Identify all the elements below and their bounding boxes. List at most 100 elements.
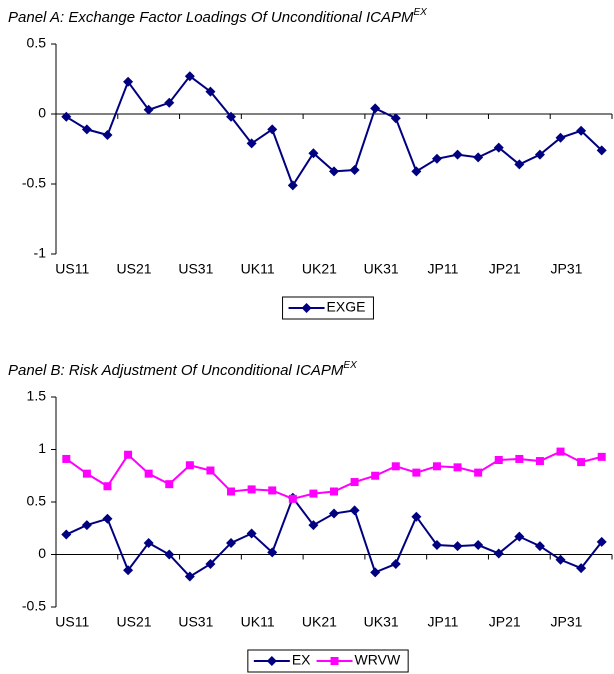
marker	[597, 452, 606, 461]
marker	[143, 537, 154, 548]
marker	[123, 76, 134, 87]
marker	[370, 567, 381, 578]
x-tick-label: UK31	[364, 614, 399, 630]
marker	[390, 113, 401, 124]
title-superscript: EX	[414, 7, 428, 18]
marker	[576, 125, 587, 136]
marker	[103, 482, 112, 491]
marker	[349, 165, 360, 175]
marker	[123, 565, 134, 576]
marker	[576, 563, 587, 574]
marker	[82, 469, 91, 478]
marker	[61, 111, 72, 122]
legend: EX WRVW	[247, 649, 409, 673]
x-tick-label: UK31	[364, 261, 399, 277]
marker	[411, 166, 422, 177]
marker	[534, 541, 545, 552]
y-tick-label: -1	[34, 245, 47, 261]
y-tick-label: 0.5	[27, 493, 47, 509]
marker	[184, 571, 195, 582]
marker	[62, 454, 71, 463]
marker	[267, 547, 278, 558]
marker	[349, 505, 360, 516]
marker	[412, 468, 421, 477]
x-tick-label: US11	[55, 261, 89, 277]
y-tick-label: 0	[38, 105, 46, 121]
marker	[144, 469, 153, 478]
title-text: Panel A: Exchange Factor Loadings Of Unc…	[8, 9, 414, 26]
marker	[124, 450, 133, 459]
legend-label: WRVW	[355, 652, 401, 668]
marker	[411, 511, 422, 522]
marker	[267, 124, 278, 135]
x-tick-label: UK11	[241, 614, 275, 630]
marker	[431, 153, 442, 164]
x-tick-label: JP11	[428, 614, 459, 630]
marker	[474, 468, 483, 477]
marker	[206, 466, 215, 475]
marker	[81, 124, 92, 135]
marker	[535, 457, 544, 466]
marker	[431, 540, 442, 551]
marker	[371, 471, 380, 480]
marker	[329, 166, 339, 177]
marker	[452, 541, 463, 552]
x-tick-label: JP31	[551, 261, 583, 277]
y-tick-label: 0.5	[27, 35, 47, 51]
y-tick-label: 0	[38, 545, 46, 561]
marker	[308, 520, 319, 531]
marker	[288, 494, 297, 503]
x-tick-label: US21	[117, 261, 152, 277]
legend-marker	[301, 303, 312, 313]
legend-label: EX	[292, 652, 311, 668]
marker	[205, 86, 216, 97]
marker	[102, 130, 113, 140]
marker	[143, 104, 154, 115]
marker	[102, 513, 113, 524]
marker	[247, 485, 256, 494]
legend-box	[282, 296, 374, 320]
legend: EXGE	[282, 296, 374, 320]
marker	[577, 458, 586, 467]
marker	[81, 520, 92, 531]
y-tick-label: 1	[38, 440, 46, 456]
marker	[330, 487, 338, 496]
marker	[453, 463, 462, 472]
x-tick-label: JP31	[551, 614, 583, 630]
marker	[226, 111, 237, 122]
marker	[165, 480, 174, 489]
marker	[329, 508, 339, 519]
marker	[287, 180, 298, 191]
marker	[534, 149, 545, 160]
chart-title: Panel B: Risk Adjustment Of Unconditiona…	[8, 360, 357, 379]
legend-marker	[330, 657, 339, 665]
x-tick-label: JP21	[489, 614, 521, 630]
marker	[493, 142, 504, 153]
marker	[432, 462, 441, 471]
x-tick-label: US11	[55, 614, 89, 630]
marker	[515, 454, 524, 463]
x-tick-label: US31	[178, 614, 213, 630]
marker	[391, 462, 400, 471]
legend-label: EXGE	[327, 299, 366, 315]
marker	[205, 558, 216, 569]
title-superscript: EX	[343, 360, 357, 371]
marker	[164, 97, 175, 108]
marker	[473, 152, 484, 163]
marker	[246, 528, 257, 539]
title-text: Panel B: Risk Adjustment Of Unconditiona…	[8, 362, 344, 379]
marker	[596, 536, 607, 547]
marker	[164, 549, 175, 560]
marker	[452, 149, 463, 160]
marker	[227, 487, 236, 496]
marker	[514, 531, 525, 542]
marker	[246, 138, 257, 149]
y-tick-label: 1.5	[27, 388, 47, 404]
y-tick-label: -0.5	[22, 175, 46, 191]
marker	[493, 548, 504, 559]
x-tick-label: US31	[178, 261, 213, 277]
marker	[350, 478, 359, 487]
marker	[555, 554, 566, 565]
legend-marker	[266, 656, 277, 666]
